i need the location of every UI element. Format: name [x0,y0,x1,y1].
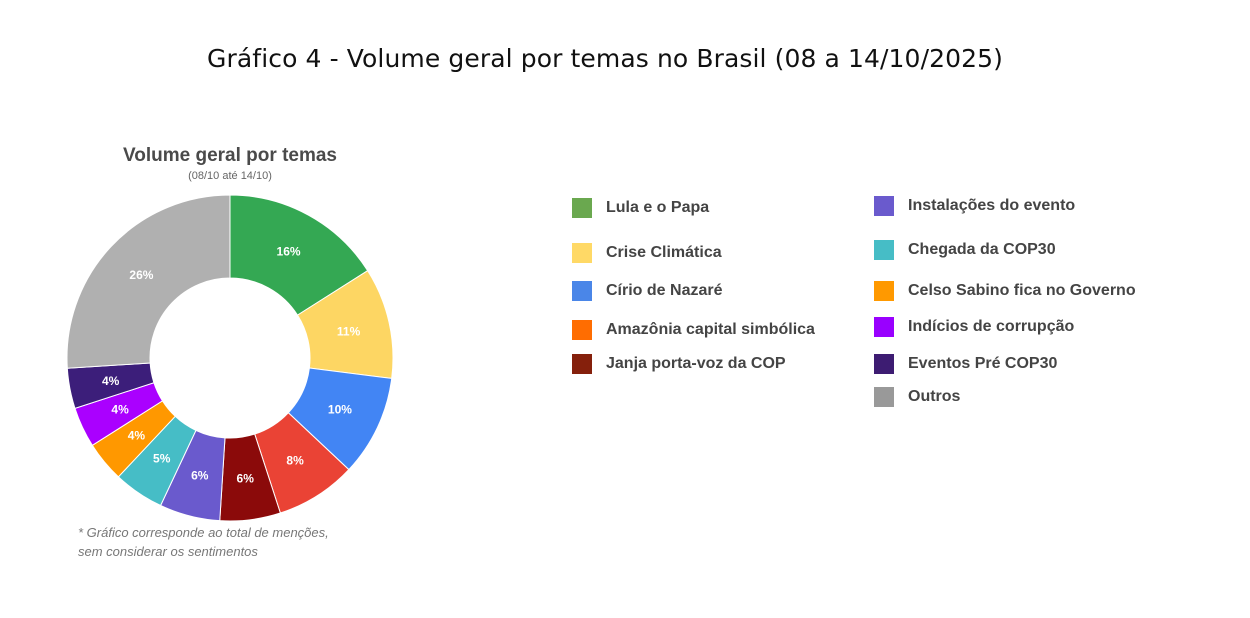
legend-item: Instalações do evento [874,194,1075,218]
slice-value-label: 8% [286,454,304,468]
legend-item: Amazônia capital simbólica [572,318,815,342]
legend-swatch [874,240,894,260]
legend-label: Celso Sabino fica no Governo [908,282,1136,299]
slice-value-label: 5% [153,451,171,465]
legend-label: Janja porta-voz da COP [606,355,786,372]
legend-item: Círio de Nazaré [572,279,722,303]
donut-slice [66,194,231,369]
legend-item: Crise Climática [572,241,722,265]
legend-swatch [572,243,592,263]
slice-value-label: 11% [337,324,361,338]
slice-value-label: 26% [129,268,153,282]
donut-chart: 16% 11% 10% 8% 6% 6% 5% 4% 4% 4% 26% [66,194,394,522]
legend-label: Indícios de corrupção [908,318,1075,335]
legend-item: Outros [874,385,960,409]
legend-item: Janja porta-voz da COP [572,352,786,376]
legend-swatch [572,354,592,374]
legend-item: Chegada da COP30 [874,238,1056,262]
legend-swatch [874,354,894,374]
legend-item: Lula e o Papa [572,196,709,220]
chart-title: Volume geral por temas [123,145,337,166]
slice-value-label: 4% [111,403,129,417]
page-title: Gráfico 4 - Volume geral por temas no Br… [207,44,1003,73]
footnote-line-1: * Gráfico corresponde ao total de mençõe… [78,525,329,540]
slice-value-label: 10% [328,403,352,417]
legend-item: Celso Sabino fica no Governo [874,279,1136,303]
footnote-line-2: sem considerar os sentimentos [78,544,258,559]
legend-item: Eventos Pré COP30 [874,352,1057,376]
slice-value-label: 16% [277,245,301,259]
legend-swatch [874,387,894,407]
slice-value-label: 4% [128,428,146,442]
legend-swatch [572,198,592,218]
slice-value-label: 6% [191,469,209,483]
legend-label: Lula e o Papa [606,199,710,216]
legend-label: Amazônia capital simbólica [606,321,815,338]
legend-label: Chegada da COP30 [908,241,1056,258]
legend-item: Indícios de corrupção [874,315,1074,339]
legend-label: Círio de Nazaré [606,282,723,299]
donut-slice [229,194,369,316]
footnote: * Gráfico corresponde ao total de mençõe… [78,523,438,561]
legend-swatch [874,196,894,216]
slice-value-label: 4% [102,374,120,388]
slice-value-label: 6% [237,472,255,486]
legend-swatch [572,320,592,340]
legend-label: Crise Climática [606,244,722,261]
legend-swatch [572,281,592,301]
legend-label: Instalações do evento [908,197,1076,214]
legend-label: Eventos Pré COP30 [908,355,1058,372]
legend-swatch [874,317,894,337]
chart-subtitle: (08/10 até 14/10) [188,170,272,182]
legend-label: Outros [908,388,961,405]
legend-swatch [874,281,894,301]
